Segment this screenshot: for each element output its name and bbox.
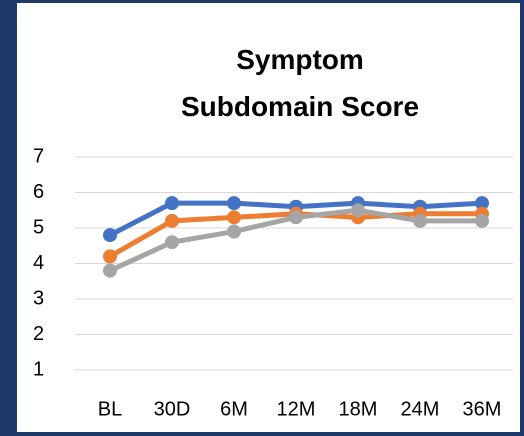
x-tick-label: 6M [220,398,248,420]
x-tick-label: 30D [154,398,191,420]
data-point [289,210,303,225]
data-point [413,213,427,228]
data-point [475,213,489,228]
y-tick-label: 6 [33,181,44,203]
data-point [227,196,241,211]
data-point [351,203,365,218]
chart-title: Symptom Subdomain Score [180,44,420,122]
y-tick-label: 3 [33,287,44,309]
data-point [103,228,117,243]
y-tick-label: 5 [33,216,44,238]
x-tick-label: 12M [277,398,316,420]
y-tick-label: 1 [33,358,44,380]
y-tick-label: 7 [33,145,44,167]
data-point [227,210,241,225]
data-point [103,263,117,278]
y-tick-label: 2 [33,323,44,345]
data-point [103,249,117,264]
x-tick-label: 36M [463,398,502,420]
data-point [165,213,179,228]
data-point [165,235,179,250]
data-point [475,196,489,211]
data-point [227,224,241,239]
data-point [165,196,179,211]
y-tick-label: 4 [33,252,44,274]
x-tick-label: 24M [401,398,440,420]
x-tick-label: BL [98,398,122,420]
x-tick-label: 18M [339,398,378,420]
